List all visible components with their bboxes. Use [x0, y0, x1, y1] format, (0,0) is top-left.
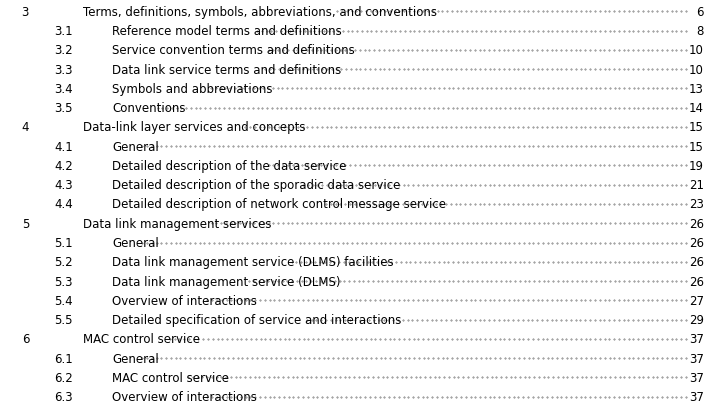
- Text: 19: 19: [689, 160, 704, 173]
- Text: 13: 13: [689, 83, 704, 96]
- Text: 5.5: 5.5: [54, 313, 73, 326]
- Text: Data link management services: Data link management services: [83, 217, 271, 230]
- Text: 10: 10: [689, 44, 704, 57]
- Text: Overview of interactions: Overview of interactions: [112, 294, 257, 307]
- Text: General: General: [112, 236, 159, 249]
- Text: Data-link layer services and concepts: Data-link layer services and concepts: [83, 121, 305, 134]
- Text: 3.4: 3.4: [54, 83, 73, 96]
- Text: Symbols and abbreviations: Symbols and abbreviations: [112, 83, 272, 96]
- Text: 5.1: 5.1: [54, 236, 73, 249]
- Text: 37: 37: [689, 371, 704, 384]
- Text: General: General: [112, 140, 159, 153]
- Text: 10: 10: [689, 63, 704, 76]
- Text: 37: 37: [689, 390, 704, 403]
- Text: 6: 6: [697, 6, 704, 19]
- Text: Data link management service (DLMS) facilities: Data link management service (DLMS) faci…: [112, 256, 393, 269]
- Text: 6.2: 6.2: [54, 371, 73, 384]
- Text: 23: 23: [689, 198, 704, 211]
- Text: MAC control service: MAC control service: [83, 333, 200, 346]
- Text: Data link management service (DLMS): Data link management service (DLMS): [112, 275, 340, 288]
- Text: 4.1: 4.1: [54, 140, 73, 153]
- Text: Detailed description of network control message service: Detailed description of network control …: [112, 198, 446, 211]
- Text: 4.2: 4.2: [54, 160, 73, 173]
- Text: 3.2: 3.2: [54, 44, 73, 57]
- Text: MAC control service: MAC control service: [112, 371, 229, 384]
- Text: Conventions: Conventions: [112, 102, 186, 115]
- Text: 6.1: 6.1: [54, 352, 73, 365]
- Text: 29: 29: [689, 313, 704, 326]
- Text: 5: 5: [22, 217, 29, 230]
- Text: Service convention terms and definitions: Service convention terms and definitions: [112, 44, 355, 57]
- Text: Terms, definitions, symbols, abbreviations, and conventions: Terms, definitions, symbols, abbreviatio…: [83, 6, 437, 19]
- Text: 3.1: 3.1: [54, 25, 73, 38]
- Text: 15: 15: [689, 121, 704, 134]
- Text: 37: 37: [689, 333, 704, 346]
- Text: 37: 37: [689, 352, 704, 365]
- Text: 4.3: 4.3: [54, 179, 73, 192]
- Text: 26: 26: [689, 236, 704, 249]
- Text: 3.3: 3.3: [54, 63, 73, 76]
- Text: Overview of interactions: Overview of interactions: [112, 390, 257, 403]
- Text: 4: 4: [22, 121, 29, 134]
- Text: 15: 15: [689, 140, 704, 153]
- Text: 5.3: 5.3: [54, 275, 73, 288]
- Text: 5.4: 5.4: [54, 294, 73, 307]
- Text: 26: 26: [689, 256, 704, 269]
- Text: 3.5: 3.5: [54, 102, 73, 115]
- Text: General: General: [112, 352, 159, 365]
- Text: 5.2: 5.2: [54, 256, 73, 269]
- Text: 6.3: 6.3: [54, 390, 73, 403]
- Text: 26: 26: [689, 275, 704, 288]
- Text: 21: 21: [689, 179, 704, 192]
- Text: Detailed specification of service and interactions: Detailed specification of service and in…: [112, 313, 401, 326]
- Text: 27: 27: [689, 294, 704, 307]
- Text: Detailed description of the data service: Detailed description of the data service: [112, 160, 347, 173]
- Text: 14: 14: [689, 102, 704, 115]
- Text: Detailed description of the sporadic data service: Detailed description of the sporadic dat…: [112, 179, 400, 192]
- Text: 26: 26: [689, 217, 704, 230]
- Text: 8: 8: [697, 25, 704, 38]
- Text: Data link service terms and definitions: Data link service terms and definitions: [112, 63, 342, 76]
- Text: 4.4: 4.4: [54, 198, 73, 211]
- Text: 6: 6: [22, 333, 29, 346]
- Text: 3: 3: [22, 6, 29, 19]
- Text: Reference model terms and definitions: Reference model terms and definitions: [112, 25, 342, 38]
